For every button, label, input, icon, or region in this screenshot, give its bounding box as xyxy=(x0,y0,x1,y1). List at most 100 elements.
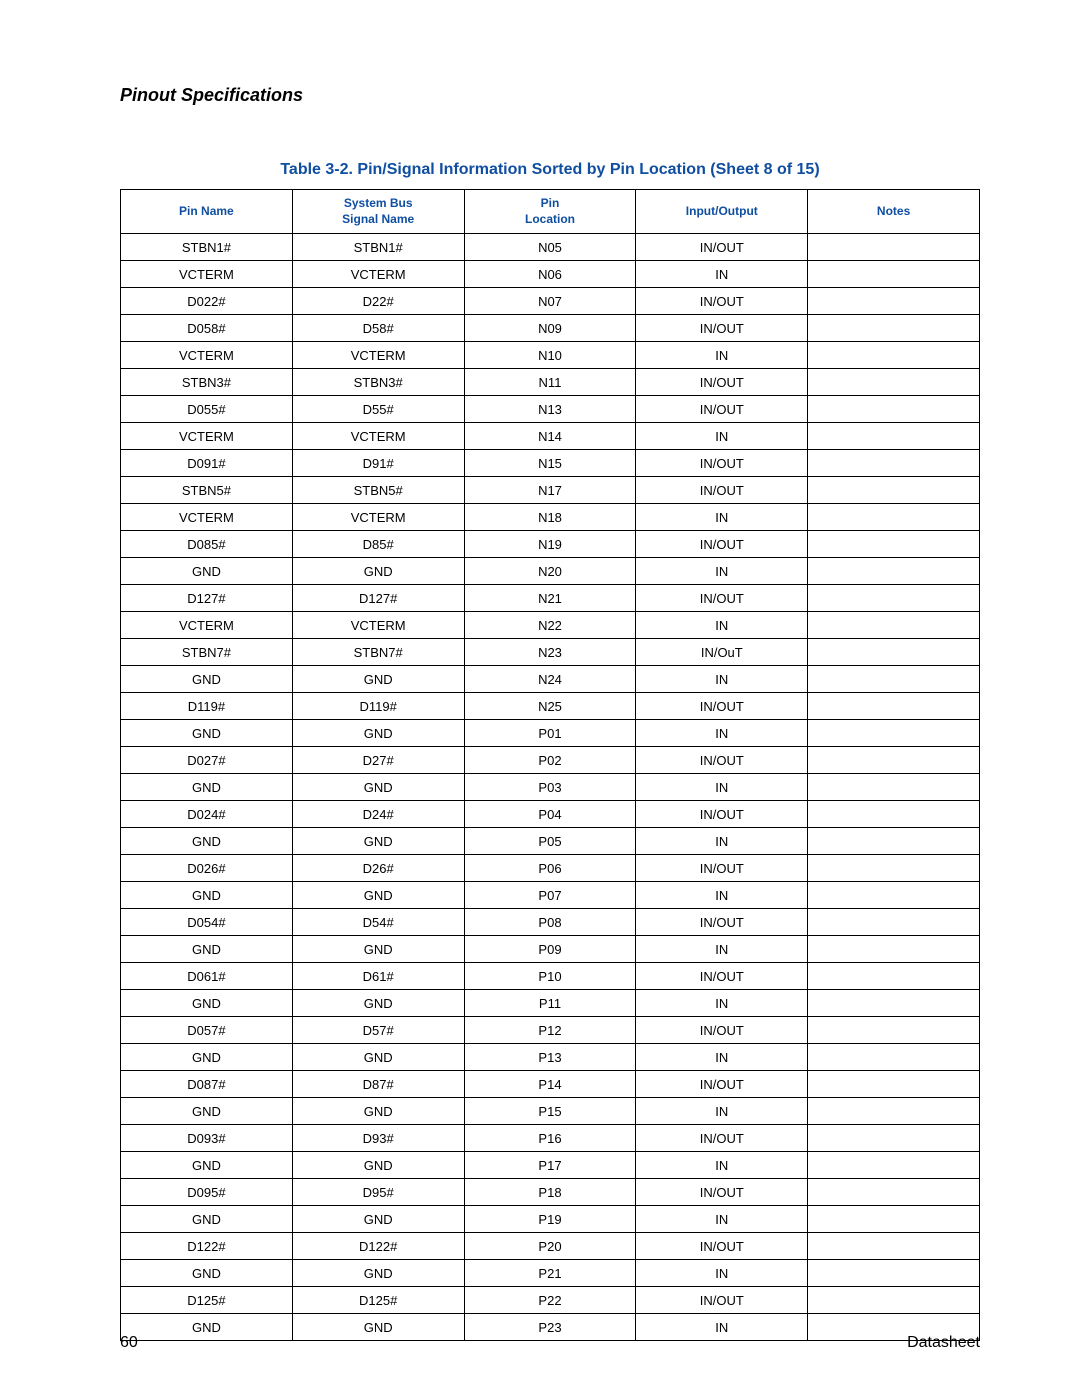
table-cell: IN xyxy=(636,1098,808,1125)
table-row: GNDGNDP07IN xyxy=(121,882,980,909)
table-cell: D125# xyxy=(121,1287,293,1314)
table-cell: P11 xyxy=(464,990,636,1017)
table-cell: IN/OUT xyxy=(636,288,808,315)
table-cell: P10 xyxy=(464,963,636,990)
table-cell: GND xyxy=(292,720,464,747)
table-cell: D27# xyxy=(292,747,464,774)
table-cell: VCTERM xyxy=(292,261,464,288)
table-cell xyxy=(808,612,980,639)
table-cell xyxy=(808,1152,980,1179)
table-cell: IN xyxy=(636,1044,808,1071)
table-row: GNDGNDP15IN xyxy=(121,1098,980,1125)
table-cell: IN xyxy=(636,936,808,963)
table-cell: GND xyxy=(121,558,293,585)
table-cell xyxy=(808,909,980,936)
table-cell: STBN5# xyxy=(292,477,464,504)
page-number: 60 xyxy=(120,1334,138,1352)
table-body: STBN1#STBN1#N05IN/OUTVCTERMVCTERMN06IND0… xyxy=(121,234,980,1341)
col-signal-name: System BusSignal Name xyxy=(292,190,464,234)
table-cell xyxy=(808,801,980,828)
table-cell: D122# xyxy=(121,1233,293,1260)
table-row: D127#D127#N21IN/OUT xyxy=(121,585,980,612)
table-cell xyxy=(808,531,980,558)
table-cell: GND xyxy=(121,828,293,855)
table-cell: GND xyxy=(121,1206,293,1233)
table-cell: P05 xyxy=(464,828,636,855)
table-cell: VCTERM xyxy=(292,342,464,369)
table-cell: IN/OUT xyxy=(636,234,808,261)
table-cell xyxy=(808,855,980,882)
table-cell: N11 xyxy=(464,369,636,396)
table-cell: STBN7# xyxy=(292,639,464,666)
table-cell: IN/OUT xyxy=(636,315,808,342)
table-cell: D54# xyxy=(292,909,464,936)
table-cell: D055# xyxy=(121,396,293,423)
table-row: GNDGNDP11IN xyxy=(121,990,980,1017)
table-cell: GND xyxy=(292,1152,464,1179)
table-cell: D93# xyxy=(292,1125,464,1152)
table-cell: IN/OUT xyxy=(636,1125,808,1152)
table-cell: N20 xyxy=(464,558,636,585)
table-cell: VCTERM xyxy=(292,612,464,639)
table-cell: D091# xyxy=(121,450,293,477)
table-cell: STBN7# xyxy=(121,639,293,666)
table-cell: GND xyxy=(121,1152,293,1179)
table-row: VCTERMVCTERMN18IN xyxy=(121,504,980,531)
table-cell xyxy=(808,1287,980,1314)
table-cell: D122# xyxy=(292,1233,464,1260)
table-cell: IN xyxy=(636,990,808,1017)
table-row: D027#D27#P02IN/OUT xyxy=(121,747,980,774)
table-row: D125#D125#P22IN/OUT xyxy=(121,1287,980,1314)
table-cell: P21 xyxy=(464,1260,636,1287)
table-cell: P20 xyxy=(464,1233,636,1260)
table-row: D058#D58#N09IN/OUT xyxy=(121,315,980,342)
table-cell: D22# xyxy=(292,288,464,315)
table-cell: N22 xyxy=(464,612,636,639)
col-input-output: Input/Output xyxy=(636,190,808,234)
table-cell: VCTERM xyxy=(292,504,464,531)
table-cell: P01 xyxy=(464,720,636,747)
pin-table: Pin Name System BusSignal Name PinLocati… xyxy=(120,189,980,1341)
page-footer: 60 Datasheet xyxy=(120,1334,980,1352)
table-cell: P19 xyxy=(464,1206,636,1233)
table-cell: IN xyxy=(636,828,808,855)
table-cell xyxy=(808,1098,980,1125)
table-row: VCTERMVCTERMN22IN xyxy=(121,612,980,639)
table-cell: GND xyxy=(292,1206,464,1233)
table-cell: N06 xyxy=(464,261,636,288)
table-cell: GND xyxy=(292,666,464,693)
table-cell: VCTERM xyxy=(121,423,293,450)
table-cell: IN/OUT xyxy=(636,801,808,828)
table-cell: N24 xyxy=(464,666,636,693)
table-cell: N15 xyxy=(464,450,636,477)
table-cell: GND xyxy=(292,774,464,801)
table-cell: GND xyxy=(121,1260,293,1287)
table-cell: N14 xyxy=(464,423,636,450)
table-cell: VCTERM xyxy=(121,342,293,369)
table-cell xyxy=(808,720,980,747)
table-cell: IN/OUT xyxy=(636,855,808,882)
page: Pinout Specifications Table 3-2. Pin/Sig… xyxy=(0,0,1080,1397)
table-row: D087#D87#P14IN/OUT xyxy=(121,1071,980,1098)
table-cell: D093# xyxy=(121,1125,293,1152)
table-cell: N25 xyxy=(464,693,636,720)
table-cell: IN/OUT xyxy=(636,963,808,990)
table-cell: P03 xyxy=(464,774,636,801)
table-cell xyxy=(808,1017,980,1044)
table-cell: IN/OUT xyxy=(636,747,808,774)
table-cell xyxy=(808,585,980,612)
table-cell: GND xyxy=(121,720,293,747)
table-cell: STBN1# xyxy=(121,234,293,261)
table-cell xyxy=(808,342,980,369)
table-cell: P15 xyxy=(464,1098,636,1125)
table-cell: D095# xyxy=(121,1179,293,1206)
table-cell: VCTERM xyxy=(292,423,464,450)
table-cell: GND xyxy=(121,1044,293,1071)
table-cell: IN/OUT xyxy=(636,1287,808,1314)
table-cell xyxy=(808,963,980,990)
table-cell xyxy=(808,369,980,396)
table-cell: IN/OUT xyxy=(636,1017,808,1044)
table-row: D026#D26#P06IN/OUT xyxy=(121,855,980,882)
table-row: D022#D22#N07IN/OUT xyxy=(121,288,980,315)
table-cell: D61# xyxy=(292,963,464,990)
